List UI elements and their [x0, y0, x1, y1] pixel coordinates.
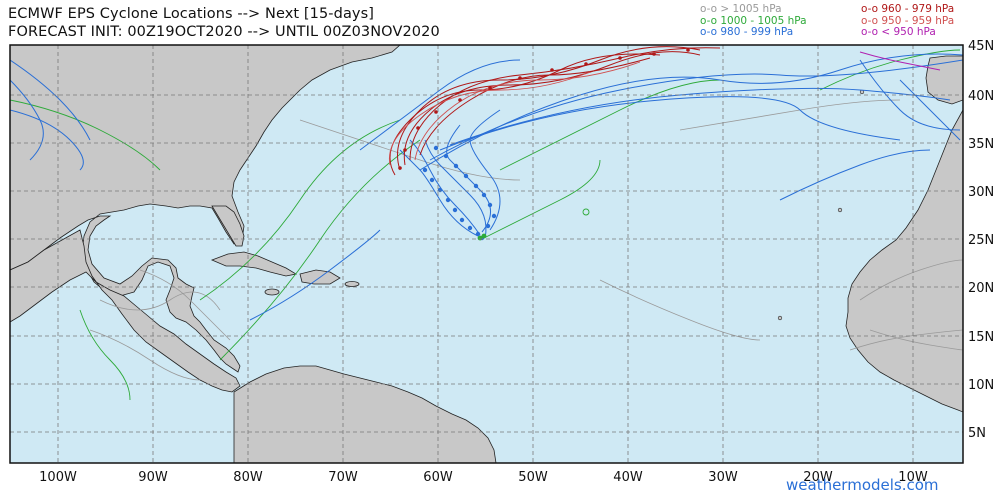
- credit-link[interactable]: weathermodels.com: [786, 476, 939, 494]
- tracks-blue: [10, 53, 963, 321]
- graticule: [10, 45, 963, 463]
- red-dots: [398, 48, 690, 170]
- legend-item-below-950: o-o < 950 hPa: [861, 26, 936, 38]
- land-iberia: [925, 55, 963, 105]
- land-central-america: [10, 229, 241, 393]
- lat-tick-label: 15N: [968, 330, 994, 345]
- legend-item-950-959: o-o 950 - 959 hPa: [861, 14, 955, 27]
- tracks-magenta: [859, 51, 941, 71]
- land-africa: [845, 109, 963, 413]
- land-florida: [211, 205, 245, 247]
- legend-item-1000-1005: o-o 1000 - 1005 hPa: [700, 14, 807, 27]
- land-jamaica: [264, 288, 280, 296]
- lat-tick-label: 40N: [968, 89, 994, 104]
- land-canary-islands: [837, 207, 843, 213]
- map-frame: [9, 44, 964, 464]
- lat-tick-label: 10N: [968, 378, 994, 393]
- lon-tick-label: 50W: [518, 470, 548, 485]
- map-subtitle: FORECAST INIT: 00Z19OCT2020 --> UNTIL 00…: [8, 24, 440, 40]
- legend-right: o-o 960 - 979 hPa o-o 950 - 959 hPa o-o …: [861, 3, 996, 39]
- lat-tick-label: 25N: [968, 233, 994, 248]
- legend-left: o-o > 1005 hPa o-o 1000 - 1005 hPa o-o 9…: [700, 3, 860, 39]
- lon-axis: 100W 90W 80W 70W 60W 50W 40W 30W 20W 10W: [39, 470, 928, 485]
- lon-tick-label: 80W: [233, 470, 263, 485]
- lon-tick-label: 100W: [39, 470, 77, 485]
- lon-tick-label: 20W: [803, 470, 833, 485]
- lat-tick-label: 5N: [968, 426, 986, 441]
- lon-tick-label: 40W: [613, 470, 643, 485]
- lon-tick-label: 90W: [138, 470, 168, 485]
- tracks-green: [10, 49, 961, 401]
- lon-tick-label: 30W: [708, 470, 738, 485]
- land-cape-verde: [777, 315, 783, 321]
- lat-tick-label: 35N: [968, 137, 994, 152]
- legend-item-980-999: o-o 980 - 999 hPa: [700, 26, 794, 38]
- lat-axis: 45N 40N 35N 30N 25N 20N 15N 10N 5N: [968, 39, 994, 441]
- lat-tick-label: 20N: [968, 281, 994, 296]
- lat-tick-label: 45N: [968, 39, 994, 54]
- lon-tick-label: 70W: [328, 470, 358, 485]
- lon-tick-label: 10W: [898, 470, 928, 485]
- land-south-america: [233, 365, 497, 463]
- legend-item-above-1005: o-o > 1005 hPa: [700, 3, 782, 15]
- lat-tick-label: 30N: [968, 185, 994, 200]
- map-title: ECMWF EPS Cyclone Locations --> Next [15…: [8, 6, 375, 22]
- legend-item-960-979: o-o 960 - 979 hPa: [861, 3, 955, 15]
- lon-tick-label: 60W: [423, 470, 453, 485]
- land-puerto-rico: [344, 281, 360, 287]
